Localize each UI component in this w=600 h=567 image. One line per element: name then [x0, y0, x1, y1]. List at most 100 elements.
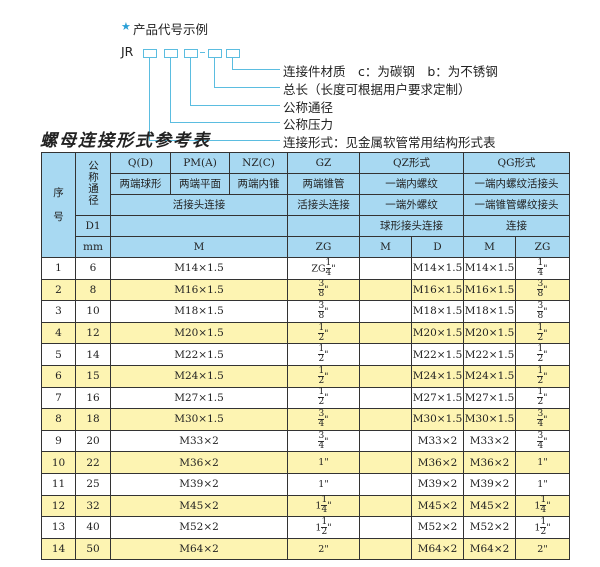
code-box [143, 49, 157, 58]
cell-qg-zg: 1 2 " [515, 343, 570, 366]
cell-qz-m [359, 451, 412, 474]
cell-qg-m: M20×1.5 [463, 321, 516, 345]
label-length: 总长（长度可根据用户要求定制） [283, 82, 471, 97]
denominator: 2 [537, 354, 544, 365]
inch-mark: " [543, 306, 548, 318]
thread-whole: 1 [315, 500, 322, 512]
cell-qg-m: M45×2 [463, 494, 516, 518]
cell-qz-m [359, 257, 412, 280]
header-union: 活接头连接 [110, 194, 288, 216]
cell-m: M16×1.5 [110, 278, 288, 302]
cell-qz-m [359, 537, 412, 561]
cell-seq: 12 [41, 494, 76, 518]
header-zg: ZG [287, 236, 360, 258]
cell-qz-m [359, 429, 412, 453]
header-qg-desc3: 连接 [463, 215, 570, 237]
thread-whole: 1" [318, 478, 329, 490]
header-qz-desc: 一端内螺纹 [359, 173, 464, 195]
cell-dn: 20 [75, 429, 111, 453]
code-dash [200, 52, 205, 53]
cell-qg-zg: 1" [515, 451, 570, 474]
numerator: 3 [537, 430, 544, 442]
cell-qz-d: M27×1.5 [411, 386, 464, 410]
thread-whole: ZG [311, 263, 326, 275]
cell-gz: 2" [287, 537, 360, 561]
label-diameter: 公称通径 [283, 100, 334, 115]
cell-seq: 4 [41, 321, 76, 345]
denominator: 2 [318, 354, 325, 365]
table-row: 5 14 M22×1.5 1 2 " M22×1.5 M22×1.5 1 2 " [41, 343, 570, 366]
header-dn: 公称通径 [87, 159, 99, 206]
cell-gz: 1 1 4 " [287, 494, 360, 518]
cell-qz-d: M39×2 [411, 472, 464, 496]
inch-mark: " [543, 328, 548, 340]
denominator: 2 [537, 397, 544, 408]
table-row: 9 20 M33×2 3 4 " M33×2 M33×2 3 4 " [41, 429, 570, 453]
header-q: Q(D) [110, 152, 171, 174]
table-row: 13 40 M52×2 1 1 2 " M52×2 M52×2 1 1 2 " [41, 516, 570, 539]
thread-whole: 1 [315, 522, 322, 534]
header-seq: 序 号 [41, 152, 76, 258]
code-box [226, 49, 240, 58]
numerator: 3 [318, 279, 325, 291]
cell-seq: 5 [41, 343, 76, 366]
denominator: 2 [537, 332, 544, 343]
cell-m: M52×2 [110, 516, 288, 539]
numerator: 1 [321, 495, 328, 507]
table-row: 4 12 M20×1.5 1 2 " M20×1.5 M20×1.5 1 2 " [41, 321, 570, 345]
header-qg: QG形式 [463, 152, 570, 174]
cell-qg-m: M16×1.5 [463, 278, 516, 302]
header-pm: PM(A) [170, 152, 230, 174]
inch-mark: " [546, 522, 551, 534]
header-pm-desc: 两端平面 [170, 173, 230, 195]
inch-mark: " [324, 392, 329, 404]
cell-dn: 14 [75, 343, 111, 366]
cell-seq: 14 [41, 537, 76, 561]
numerator: 1 [318, 365, 325, 377]
inch-mark: " [543, 263, 548, 275]
cell-m: M22×1.5 [110, 343, 288, 366]
header-d1: D1 [75, 215, 111, 237]
cell-m: M33×2 [110, 429, 288, 453]
denominator: 2 [537, 375, 544, 386]
cell-qz-m [359, 386, 412, 410]
denominator: 2 [540, 526, 547, 537]
cell-qz-m [359, 516, 412, 539]
cell-seq: 11 [41, 472, 76, 496]
denominator: 8 [537, 289, 544, 300]
denominator: 8 [318, 310, 325, 321]
cell-qg-m: M52×2 [463, 516, 516, 539]
cell-qz-d: M45×2 [411, 494, 464, 518]
cell-qz-m [359, 343, 412, 366]
cell-qz-d: M16×1.5 [411, 278, 464, 302]
nut-connection-table: 序 号 公称通径 Q(D) PM(A) NZ(C) GZ QZ形式 QG形式 两… [41, 152, 570, 561]
cell-qz-m [359, 364, 412, 388]
header-gz-desc: 两端锥管 [287, 173, 360, 195]
cell-qg-m: M30×1.5 [463, 408, 516, 431]
table-row: 11 25 M39×2 1" M39×2 M39×2 1" [41, 472, 570, 496]
table-row: 3 10 M18×1.5 3 8 " M18×1.5 M18×1.5 3 8 " [41, 300, 570, 323]
numerator: 1 [318, 322, 325, 334]
table-row: 14 50 M64×2 2" M64×2 M64×2 2" [41, 537, 570, 561]
cell-m: M45×2 [110, 494, 288, 518]
header-nz: NZ(C) [229, 152, 288, 174]
cell-qz-d: M33×2 [411, 429, 464, 453]
cell-gz: 1 2 " [287, 386, 360, 410]
header-qg-desc2: 一端锥管螺纹接头 [463, 194, 570, 216]
inch-mark: " [324, 328, 329, 340]
header-gz-union: 活接头连接 [287, 194, 360, 216]
denominator: 4 [537, 418, 544, 429]
cell-dn: 6 [75, 257, 111, 280]
cell-m: M39×2 [110, 472, 288, 496]
